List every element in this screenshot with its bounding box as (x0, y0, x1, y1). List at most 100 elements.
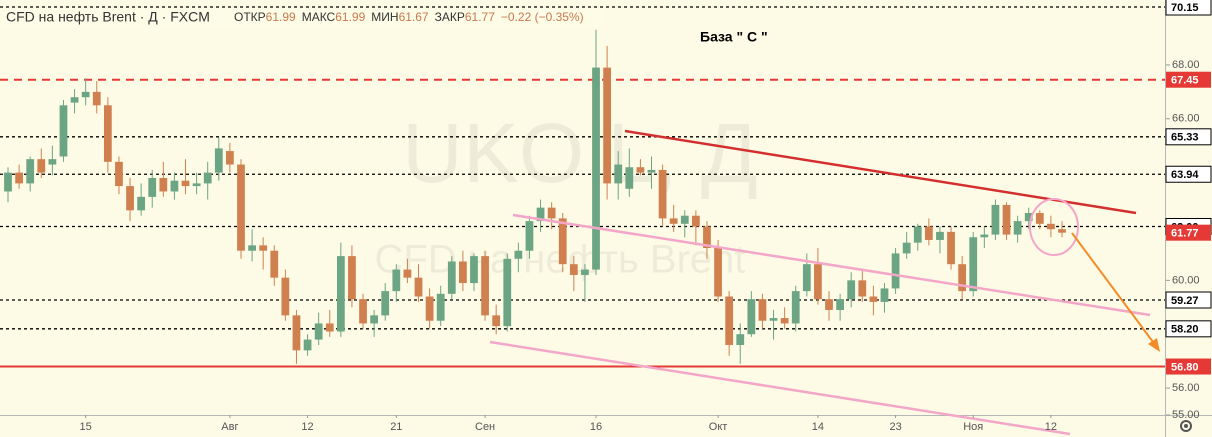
candle-body (237, 164, 245, 251)
candle-body (725, 296, 734, 345)
level-label-bg (1165, 128, 1212, 146)
arrow-line (1071, 232, 1157, 347)
level-label-bg (1165, 320, 1212, 338)
candle-body (170, 180, 179, 192)
candle-body (370, 315, 379, 324)
quote-label: МИН (371, 10, 398, 24)
candle-body (248, 245, 256, 251)
candle-body (203, 172, 212, 184)
candle-body (1035, 213, 1044, 224)
level-label-bg (1165, 165, 1212, 183)
candle-body (470, 256, 478, 284)
y-tick-label: 66.00 (1172, 113, 1200, 125)
candle-body (958, 264, 967, 292)
candle-body (459, 261, 467, 284)
candle-body (148, 178, 157, 197)
candle-body (891, 253, 900, 289)
candle-body (348, 256, 356, 300)
watermark: UKOIL, Д (402, 106, 758, 200)
gear[interactable] (1180, 420, 1192, 432)
annotation: База " С " (700, 29, 768, 45)
level-label: 70.15 (1171, 2, 1199, 14)
candle-body (614, 164, 623, 184)
candle-body (680, 215, 689, 224)
candle-body (902, 242, 911, 254)
quote-value: 61.99 (266, 10, 296, 24)
last-price-bg (1166, 224, 1211, 241)
candle-body (547, 207, 556, 219)
candle-body (836, 299, 844, 310)
level-label: 63.94 (1171, 169, 1199, 181)
level-label: 56.80 (1171, 361, 1199, 373)
candle-body (403, 269, 412, 278)
candle-body (814, 264, 822, 300)
axes: 55.00 56.00 60.00 66.00 68.00 70.15 67.45 65.33… (80, 0, 1212, 433)
candle-body (314, 323, 323, 340)
candle-body (436, 293, 445, 321)
candle-body (281, 277, 290, 316)
candle-body (503, 258, 512, 327)
gear-center[interactable] (1184, 424, 1188, 428)
candle-body (292, 315, 301, 351)
candle-body (15, 172, 23, 184)
candle-body (736, 334, 745, 345)
candle-body (581, 269, 589, 275)
candle-body (569, 264, 578, 275)
settings-icon[interactable] (1180, 420, 1192, 432)
last-price-label: 61.77 (1171, 228, 1199, 240)
quote-value: 61.67 (399, 10, 429, 24)
candle-body (847, 280, 856, 300)
quote-label: ЗАКР (435, 10, 465, 24)
quote-label: ОТКР (234, 10, 266, 24)
level-label: 65.33 (1171, 132, 1199, 144)
x-tick-label: Сен (475, 421, 495, 433)
candle-body (59, 105, 68, 157)
y-tick-label: 56.00 (1172, 382, 1200, 394)
level-label-bg (1166, 358, 1211, 375)
candle-body (647, 169, 656, 173)
candle-body (969, 237, 978, 292)
candle-body (226, 151, 234, 165)
level-label-bg (1165, 291, 1212, 309)
candle-body (536, 207, 545, 222)
candle-body (636, 167, 645, 173)
x-tick-label: 23 (889, 421, 901, 433)
level-label: 58.20 (1171, 324, 1199, 336)
candle-body (980, 234, 989, 238)
candle-body (592, 67, 600, 270)
candle-body (37, 159, 46, 173)
candle-body (414, 277, 423, 297)
x-tick-label: Ноя (963, 421, 983, 433)
highlight-circle (1029, 198, 1079, 256)
candle-body (802, 264, 811, 292)
candle-body (137, 196, 146, 211)
candle-body (869, 296, 878, 302)
x-tick-label: 14 (812, 421, 824, 433)
candle-body (70, 97, 79, 103)
candle-body (303, 339, 312, 351)
candle-body (780, 318, 789, 324)
candle-body (159, 178, 168, 192)
candle-body (758, 299, 767, 321)
x-tick-label: Авг (221, 421, 238, 433)
x-tick-label: 12 (301, 421, 313, 433)
candle-body (991, 204, 1000, 235)
y-tick-label: 68.00 (1172, 59, 1200, 71)
candle-body (558, 218, 567, 265)
header-bg (0, 8, 602, 28)
candle-body (481, 256, 489, 316)
candle-body (115, 161, 123, 187)
candle-body (26, 159, 35, 184)
x-tick-label: Окт (709, 421, 728, 433)
candle-body (1002, 204, 1011, 235)
candle-body (625, 167, 634, 189)
candle-body (126, 186, 134, 211)
candle-body (880, 288, 889, 302)
quote-label: МАКС (302, 10, 336, 24)
candle-body (525, 221, 534, 251)
quote-value: 61.99 (335, 10, 365, 24)
candle-body (913, 226, 922, 243)
quote-change: −0.22 (−0.35%) (501, 10, 584, 24)
x-tick-label: 15 (80, 421, 92, 433)
